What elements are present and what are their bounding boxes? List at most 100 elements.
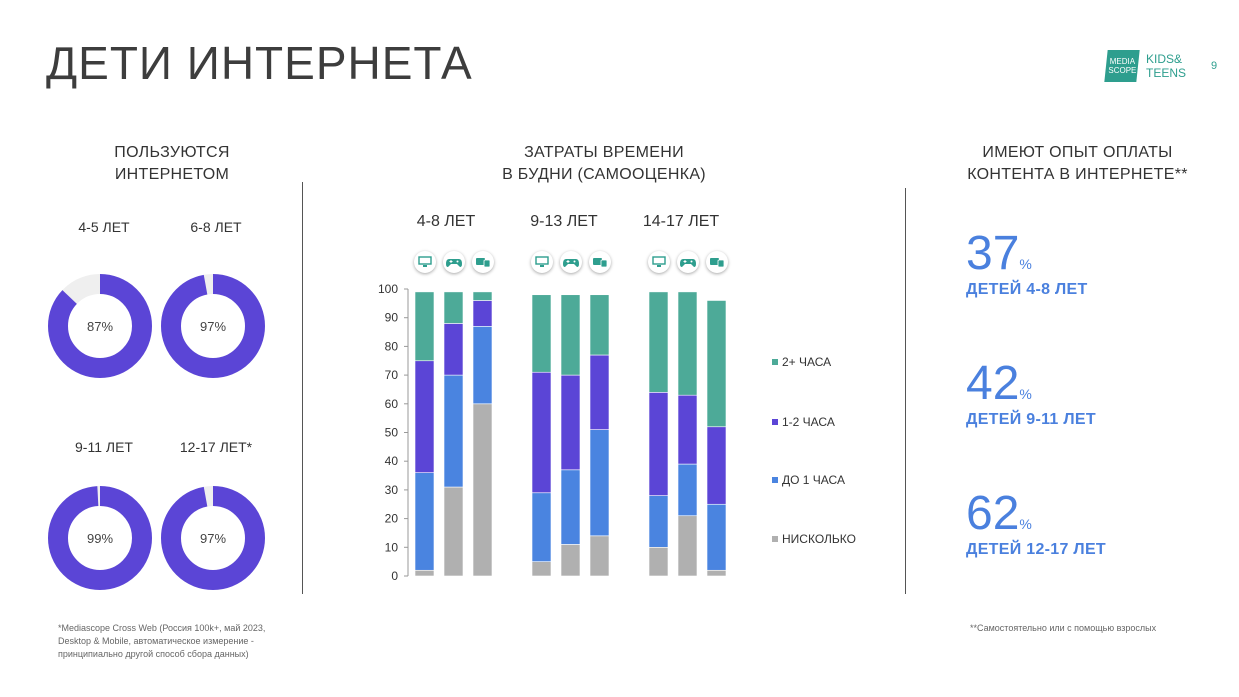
devices-icon [471, 251, 494, 273]
bar-segment-two_plus [589, 294, 610, 356]
bar-segment-under_one [414, 472, 435, 571]
legend-swatch-1-2 [772, 419, 778, 425]
bar-segment-under_one [706, 503, 727, 571]
donut-label-4-5: 4-5 ЛЕТ [78, 219, 130, 235]
page-number: 9 [1211, 60, 1218, 72]
paid-content-heading: ИМЕЮТ ОПЫТ ОПЛАТЫ КОНТЕНТА В ИНТЕРНЕТЕ** [935, 142, 1220, 186]
bar-segment-none [589, 535, 610, 577]
brand-line-2: TEENS [1146, 66, 1187, 80]
legend-item-1-2: 1-2 ЧАСА [772, 415, 835, 429]
stat-unit: % [1019, 256, 1032, 272]
donut-value-12-17: 97% [199, 531, 227, 546]
bar-segment-under_one [677, 463, 698, 517]
stat-value: 37% [966, 226, 1088, 281]
bar-segment-none [414, 569, 435, 577]
bar-segment-under_one [443, 374, 464, 488]
bar-segment-one_two [472, 300, 493, 327]
gamepad-icon [559, 251, 582, 273]
bar-segment-two_plus [677, 291, 698, 396]
legend-item-under-1: ДО 1 ЧАСА [772, 473, 845, 487]
bar-segment-one_two [560, 374, 581, 471]
y-tick-label: 40 [385, 454, 399, 468]
donut-chart-12-17 [161, 486, 265, 590]
legend-swatch-none [772, 536, 778, 542]
legend-label-2plus: 2+ ЧАСА [782, 355, 832, 369]
legend-item-none: НИСКОЛЬКО [772, 532, 856, 546]
donut-chart-6-8 [161, 274, 265, 378]
bar-segment-two_plus [560, 294, 581, 376]
bar-segment-one_two [706, 426, 727, 505]
monitor-icon [647, 251, 670, 273]
y-tick-label: 100 [378, 282, 398, 296]
gamepad-icon [442, 251, 465, 273]
bar-segment-under_one [648, 495, 669, 548]
heading-line-1: ИМЕЮТ ОПЫТ ОПЛАТЫ [982, 144, 1173, 161]
bar-segment-none [706, 569, 727, 577]
stat-number: 42 [966, 357, 1020, 410]
gamepad-icon [676, 251, 699, 273]
internet-usage-heading: ПОЛЬЗУЮТСЯ ИНТЕРНЕТОМ [72, 142, 272, 186]
legend-label-under-1: ДО 1 ЧАСА [782, 473, 845, 487]
heading-line-2: В БУДНИ (САМООЦЕНКА) [502, 166, 706, 183]
y-tick-label: 0 [391, 569, 398, 583]
y-tick-label: 30 [385, 483, 399, 497]
stat-number: 62 [966, 487, 1020, 540]
y-tick-label: 50 [385, 426, 399, 440]
monitor-icon [530, 251, 553, 273]
footnote-source: *Mediascope Cross Web (Россия 100k+, май… [58, 622, 265, 661]
bar-segment-none [560, 544, 581, 577]
y-tick-label: 70 [385, 368, 399, 382]
footnote-paid: **Самостоятельно или с помощью взрослых [970, 623, 1157, 633]
donut-label-9-11: 9-11 ЛЕТ [75, 439, 133, 455]
stacked-bar-chart: 0 10 20 30 40 50 60 70 80 90 100 [378, 282, 727, 583]
group-label-14-17: 14-17 ЛЕТ [642, 213, 720, 230]
page-title: ДЕТИ ИНТЕРНЕТА [46, 37, 473, 89]
donut-arc [161, 486, 265, 590]
bar-segment-two_plus [443, 291, 464, 324]
time-spent-heading: ЗАТРАТЫ ВРЕМЕНИ В БУДНИ (САМООЦЕНКА) [454, 142, 754, 186]
y-tick-label: 10 [385, 540, 399, 554]
mediascope-logo: MEDIA SCOPE [1104, 50, 1140, 82]
legend-label-none: НИСКОЛЬКО [782, 532, 856, 546]
group-label-9-13: 9-13 ЛЕТ [530, 213, 598, 230]
bar-segment-one_two [589, 354, 610, 430]
bar-segment-two_plus [706, 300, 727, 428]
stat-value: 62% [966, 486, 1106, 541]
bar-segment-none [531, 561, 552, 577]
brand-label: KIDS& TEENS [1146, 52, 1186, 80]
stat-block-12-17: 62% ДЕТЕЙ 12-17 ЛЕТ [966, 486, 1106, 559]
stat-unit: % [1019, 386, 1032, 402]
heading-line-2: ИНТЕРНЕТОМ [114, 166, 230, 183]
brand-line-1: KIDS& [1146, 52, 1183, 66]
bar-segment-one_two [648, 392, 669, 496]
legend-item-2plus: 2+ ЧАСА [772, 355, 831, 369]
bar-segment-none [472, 403, 493, 577]
bar-segment-under_one [531, 492, 552, 562]
donut-arc [48, 486, 152, 590]
y-tick-label: 60 [385, 397, 399, 411]
stat-block-4-8: 37% ДЕТЕЙ 4-8 ЛЕТ [966, 226, 1088, 299]
footnote-line-3: принципиально другой способ сбора данных… [58, 649, 249, 659]
y-tick-label: 90 [385, 311, 399, 325]
bar-segment-two_plus [531, 294, 552, 373]
bar-segment-under_one [560, 469, 581, 545]
heading-line-2: КОНТЕНТА В ИНТЕРНЕТЕ** [967, 166, 1188, 183]
y-tick-label: 80 [385, 339, 399, 353]
logo-text: MEDIA SCOPE [1108, 57, 1137, 75]
heading-line-1: ЗАТРАТЫ ВРЕМЕНИ [524, 144, 684, 161]
bar-segment-one_two [414, 360, 435, 473]
donut-arc [48, 274, 152, 378]
donut-label-6-8: 6-8 ЛЕТ [190, 219, 242, 235]
divider-right [905, 188, 906, 594]
stat-label: ДЕТЕЙ 4-8 ЛЕТ [966, 281, 1088, 298]
devices-icon [588, 251, 611, 273]
bar-segment-none [443, 486, 464, 577]
bar-segment-one_two [677, 394, 698, 465]
donut-label-12-17: 12-17 ЛЕТ* [179, 439, 253, 455]
devices-icon [705, 251, 728, 273]
stat-block-9-11: 42% ДЕТЕЙ 9-11 ЛЕТ [966, 356, 1096, 429]
bar-segment-one_two [443, 323, 464, 376]
bar-segment-none [677, 515, 698, 577]
divider-left [302, 182, 303, 594]
footnote-line-2: Desktop & Mobile, автоматическое измерен… [58, 636, 254, 646]
